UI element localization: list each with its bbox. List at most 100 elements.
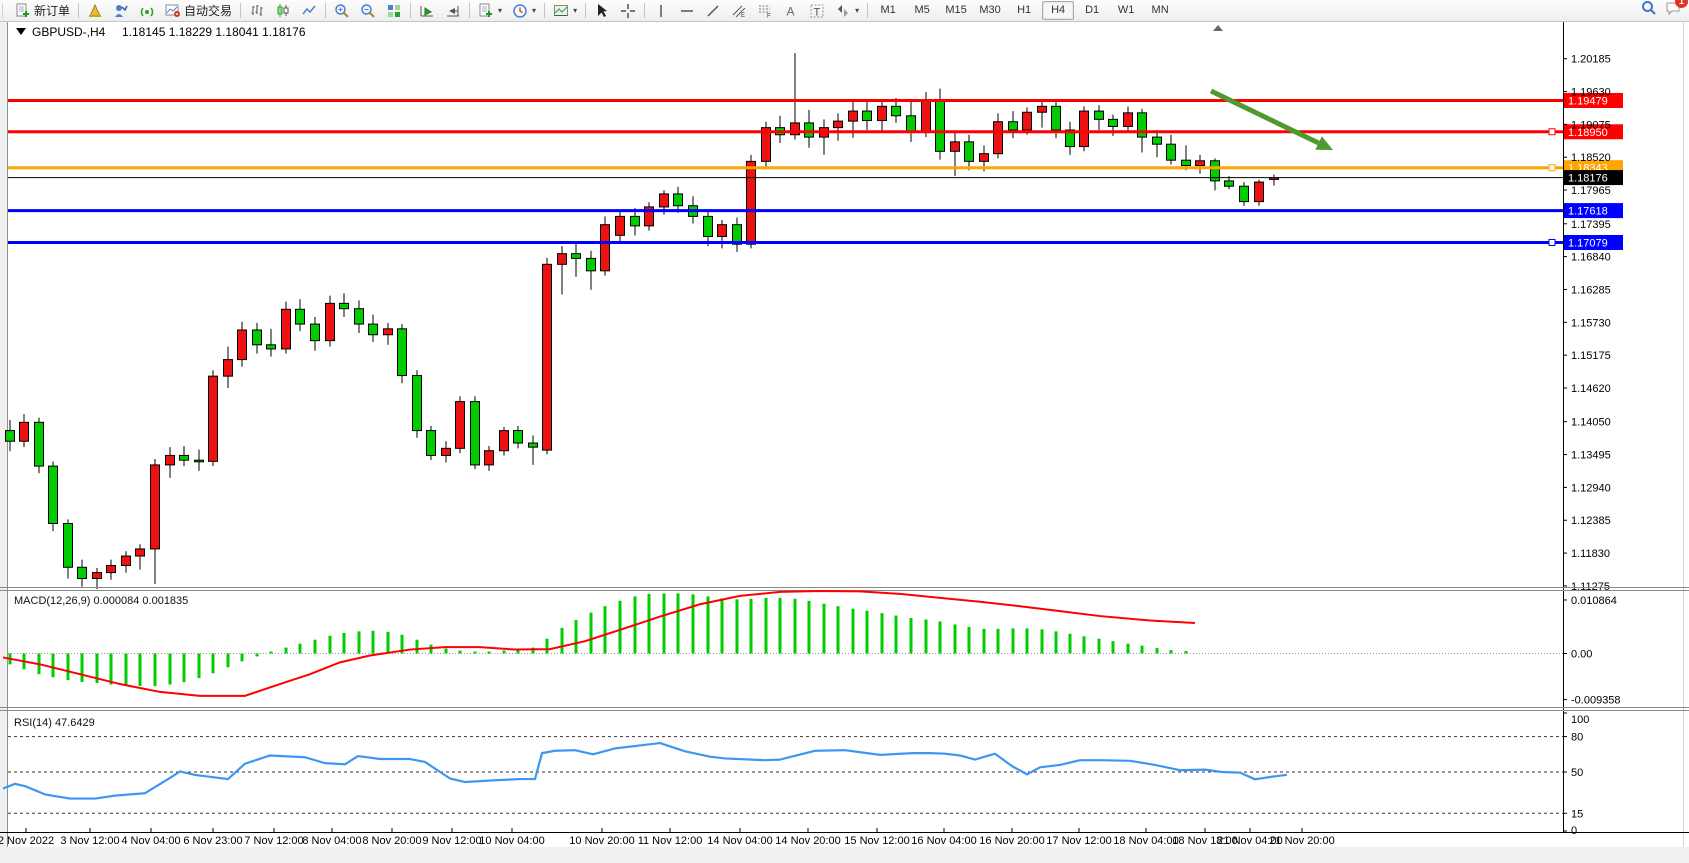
time-axis-label: 15 Nov 12:00 <box>844 835 909 847</box>
candle-bullish <box>600 224 610 272</box>
trend-arrow-head[interactable] <box>1315 136 1333 150</box>
macd-histogram-bar <box>589 612 593 654</box>
symbol-menu-icon[interactable] <box>16 28 26 35</box>
macd-histogram-bar <box>574 620 578 654</box>
rsi-axis-tick-label: 100 <box>1571 714 1589 726</box>
timeframe-d1-button[interactable]: D1 <box>1085 4 1100 16</box>
clock-icon <box>513 3 527 18</box>
bars-icon <box>251 4 263 16</box>
trendline-button[interactable] <box>701 0 725 21</box>
timeframe-w1-button[interactable]: W1 <box>1117 4 1135 16</box>
line-handle[interactable] <box>1548 238 1556 246</box>
fibonacci-button[interactable]: F <box>753 0 777 21</box>
text-label-button[interactable]: T <box>805 0 829 21</box>
macd-histogram-bar <box>778 597 782 654</box>
candle-bullish <box>150 464 160 550</box>
zoom-out-button[interactable] <box>356 0 380 21</box>
candle-bearish <box>470 401 480 466</box>
market-watch-button[interactable] <box>83 0 107 21</box>
navigator-button[interactable] <box>109 0 133 21</box>
timeframe-m30-button[interactable]: M30 <box>979 4 1001 16</box>
toolbar-separator <box>325 3 327 18</box>
timeframe-h1-button[interactable]: H1 <box>1017 4 1032 16</box>
price-axis-tick-label: 1.11830 <box>1571 548 1610 560</box>
toolbar-separator <box>644 3 646 18</box>
candle-bearish <box>266 344 276 350</box>
time-axis-strip[interactable] <box>0 832 1689 847</box>
tile-windows-button[interactable] <box>382 0 406 21</box>
chart-shift-button[interactable] <box>441 0 465 21</box>
candle-bearish <box>179 454 189 461</box>
new-chart-button[interactable]: ▾ <box>474 0 506 21</box>
macd-histogram-bar <box>793 598 797 654</box>
macd-histogram-bar <box>967 626 971 654</box>
macd-histogram-bar <box>197 653 201 679</box>
candle-bullish <box>746 160 756 245</box>
macd-histogram-bar <box>1082 636 1086 654</box>
autoscroll-icon <box>420 5 434 16</box>
line-chart-button[interactable] <box>297 0 321 21</box>
timeframe-m5-button[interactable]: M5 <box>914 4 930 16</box>
zoom-in-button[interactable] <box>330 0 354 21</box>
candle-bullish <box>441 447 451 456</box>
macd-histogram-bar <box>880 613 884 654</box>
time-axis-label: 3 Nov 12:00 <box>60 835 119 847</box>
signals-button[interactable] <box>135 0 159 21</box>
templates-button[interactable]: ▾ <box>549 0 581 21</box>
candle-bullish <box>979 153 989 162</box>
crosshair-button[interactable] <box>616 0 640 21</box>
new-order-button[interactable]: 新订单 <box>11 0 74 21</box>
equidistant-channel-button[interactable]: E <box>727 0 751 21</box>
bar-chart-button[interactable] <box>245 0 269 21</box>
timeframe-m15-button[interactable]: M15 <box>945 4 967 16</box>
search-icon <box>1642 1 1656 15</box>
text-button[interactable]: A <box>779 0 803 21</box>
candle-bullish <box>455 401 465 449</box>
vertical-line-button[interactable] <box>649 0 673 21</box>
price-axis-tick-label: 1.19630 <box>1571 87 1611 99</box>
line-handle[interactable] <box>1548 164 1556 172</box>
notifications-button[interactable]: 1 <box>1665 0 1688 21</box>
rsi-axis-tick-label: 0 <box>1571 825 1577 837</box>
candle-bullish <box>542 263 552 451</box>
toolbar-grip[interactable] <box>2 3 8 18</box>
time-axis-label: 17 Nov 12:00 <box>1046 835 1111 847</box>
candle-bullish <box>615 215 625 236</box>
macd-histogram-bar <box>66 653 70 681</box>
candlestick-chart-button[interactable] <box>271 0 295 21</box>
macd-histogram-bar <box>1068 633 1072 654</box>
macd-histogram-bar <box>138 653 142 687</box>
macd-histogram-bar <box>807 600 811 654</box>
auto-scroll-button[interactable] <box>415 0 439 21</box>
cursor-button[interactable] <box>590 0 614 21</box>
arrows-button[interactable]: ▾ <box>831 0 863 21</box>
candle-bearish <box>1152 136 1162 145</box>
candle-bearish <box>630 215 640 227</box>
macd-histogram-bar <box>1011 628 1015 654</box>
price-axis-tick-label: 1.15730 <box>1571 317 1611 329</box>
line-handle[interactable] <box>1548 128 1556 136</box>
chart-history-button[interactable]: ▾ <box>508 0 540 21</box>
candle-bullish <box>1123 112 1133 127</box>
macd-histogram-bar <box>1169 650 1173 654</box>
price-level-label-box <box>1564 203 1623 219</box>
candle-bearish <box>804 122 814 138</box>
macd-histogram-bar <box>822 603 826 654</box>
candle-bearish <box>1051 105 1061 131</box>
timeframe-mn-button[interactable]: MN <box>1151 4 1169 16</box>
timeframe-m1-button[interactable]: M1 <box>880 4 896 16</box>
trend-arrow-line[interactable] <box>1209 88 1320 146</box>
candle-bullish <box>208 375 218 462</box>
channel-icon: E <box>732 5 746 19</box>
macd-histogram-bar <box>865 610 869 654</box>
candle-bearish <box>891 105 901 117</box>
search-button[interactable] <box>1641 0 1657 21</box>
timeframe-h4-button[interactable]: H4 <box>1042 1 1075 20</box>
price-level-label-box <box>1564 92 1623 108</box>
macd-histogram-bar <box>720 598 724 654</box>
chart-shift-marker-icon[interactable] <box>1213 25 1223 31</box>
horizontal-line-button[interactable] <box>675 0 699 21</box>
current-price-label: 1.18176 <box>1568 173 1608 185</box>
auto-trading-button[interactable]: 自动交易 <box>161 0 236 21</box>
